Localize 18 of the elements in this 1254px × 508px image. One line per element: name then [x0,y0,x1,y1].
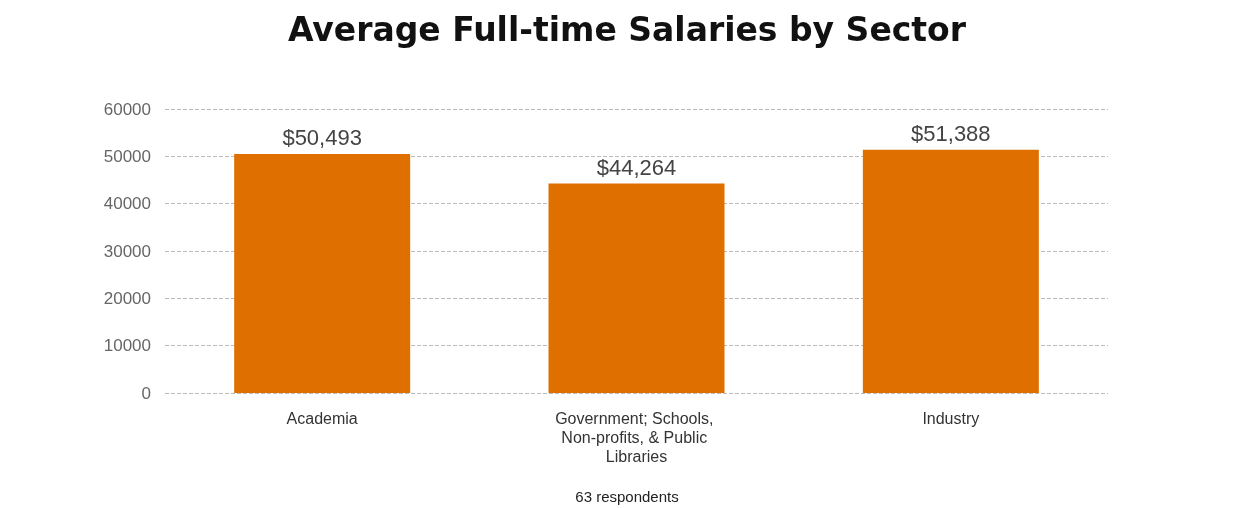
bar [234,154,411,393]
y-tick-label: 60000 [103,99,151,119]
data-label: $50,493 [282,125,362,151]
y-tick-label: 20000 [103,288,151,308]
y-tick-label: 30000 [103,241,151,261]
x-tick-label: Government; Schools, Non-profits, & Public Libraries [555,410,718,465]
y-tick-label: 0 [141,383,151,403]
data-label: $44,264 [596,154,677,180]
chart-title: Average Full-time Salaries by Sector [287,10,967,49]
y-tick-label: 50000 [103,146,151,166]
x-tick-label: Industry [922,410,980,427]
bar [548,183,725,393]
x-tick-label: Academia [286,410,358,427]
bar [862,149,1039,393]
data-label: $51,388 [911,121,991,147]
text: 63 respondents [575,488,679,505]
y-tick-label: 40000 [103,194,151,214]
y-tick-label: 10000 [103,336,151,356]
